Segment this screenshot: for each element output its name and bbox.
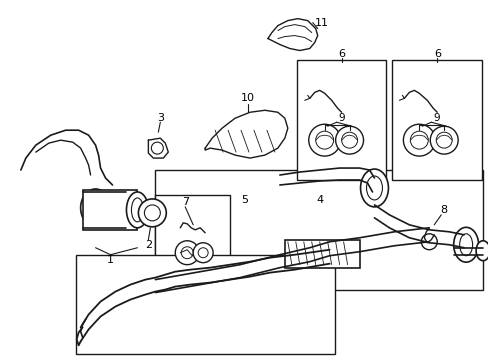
Bar [76, 255, 334, 354]
Text: 4: 4 [316, 195, 323, 205]
Text: 8: 8 [440, 205, 447, 215]
Bar [155, 170, 482, 289]
Text: 5: 5 [241, 195, 248, 205]
Ellipse shape [360, 169, 387, 207]
Bar [155, 195, 229, 285]
Circle shape [315, 131, 333, 149]
Text: 6: 6 [433, 49, 440, 59]
Ellipse shape [131, 198, 143, 222]
Circle shape [308, 124, 340, 156]
Text: 1: 1 [107, 255, 114, 265]
Ellipse shape [86, 195, 104, 221]
Text: 9: 9 [432, 113, 439, 123]
Circle shape [193, 243, 213, 263]
Circle shape [138, 199, 166, 227]
Circle shape [144, 205, 160, 221]
Circle shape [403, 124, 434, 156]
Text: 10: 10 [241, 93, 254, 103]
Circle shape [341, 132, 357, 148]
Ellipse shape [475, 241, 488, 261]
Circle shape [421, 234, 436, 250]
Circle shape [198, 248, 208, 258]
Ellipse shape [453, 227, 478, 262]
Ellipse shape [366, 176, 382, 200]
Ellipse shape [459, 234, 471, 256]
Ellipse shape [126, 192, 148, 228]
Text: 7: 7 [182, 197, 188, 207]
Text: 2: 2 [144, 240, 152, 250]
Circle shape [181, 247, 193, 259]
Circle shape [151, 142, 163, 154]
Ellipse shape [81, 189, 110, 227]
Bar [296, 60, 386, 180]
Circle shape [435, 132, 451, 148]
Bar [82, 190, 137, 230]
Bar [392, 60, 481, 180]
Text: 9: 9 [338, 113, 344, 123]
Text: 6: 6 [337, 49, 345, 59]
Circle shape [335, 126, 363, 154]
Circle shape [409, 131, 427, 149]
Bar [285, 240, 359, 268]
Circle shape [175, 241, 199, 265]
Circle shape [429, 126, 457, 154]
Text: 11: 11 [314, 18, 328, 28]
Text: 3: 3 [157, 113, 163, 123]
